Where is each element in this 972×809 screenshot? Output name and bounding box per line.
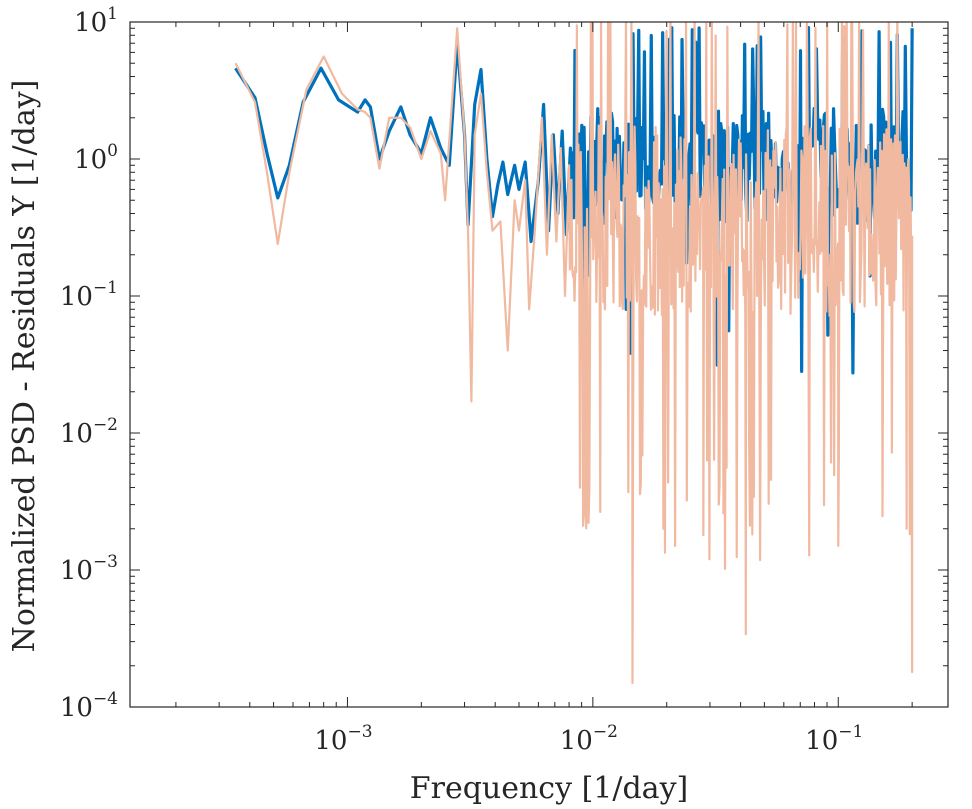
y-tick-label: 10−1 <box>60 278 118 312</box>
y-axis-label: Normalized PSD - Residuals Y [1/day] <box>7 80 42 653</box>
x-tick-label: 10−1 <box>805 722 863 756</box>
y-tick-label: 100 <box>74 141 118 175</box>
x-axis-label: Frequency [1/day] <box>410 771 688 806</box>
series-line-orange <box>234 22 914 684</box>
y-tick-label: 101 <box>74 4 118 38</box>
y-tick-label: 10−4 <box>60 689 118 723</box>
x-tick-label: 10−3 <box>314 722 372 756</box>
y-tick-label: 10−2 <box>60 415 118 449</box>
plot-frame <box>129 21 949 708</box>
y-tick-label: 10−3 <box>60 552 118 586</box>
x-tick-label: 10−2 <box>560 722 618 756</box>
